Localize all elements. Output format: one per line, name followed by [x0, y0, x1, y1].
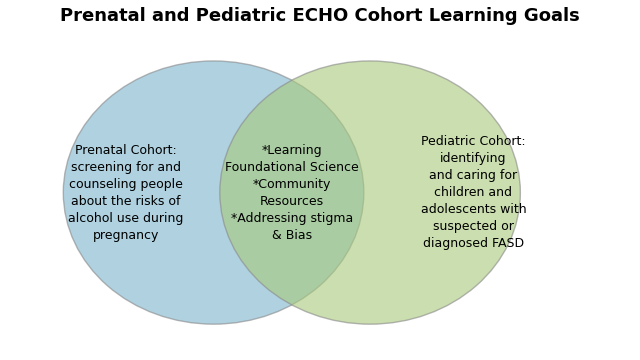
- Title: Prenatal and Pediatric ECHO Cohort Learning Goals: Prenatal and Pediatric ECHO Cohort Learn…: [60, 7, 580, 25]
- Ellipse shape: [63, 61, 364, 324]
- Text: *Learning
Foundational Science
*Community
Resources
*Addressing stigma
& Bias: *Learning Foundational Science *Communit…: [225, 144, 358, 242]
- Text: Prenatal Cohort:
screening for and
counseling people
about the risks of
alcohol : Prenatal Cohort: screening for and couns…: [68, 144, 184, 242]
- Text: Pediatric Cohort:
identifying
and caring for
children and
adolescents with
suspe: Pediatric Cohort: identifying and caring…: [420, 135, 526, 250]
- Ellipse shape: [220, 61, 520, 324]
